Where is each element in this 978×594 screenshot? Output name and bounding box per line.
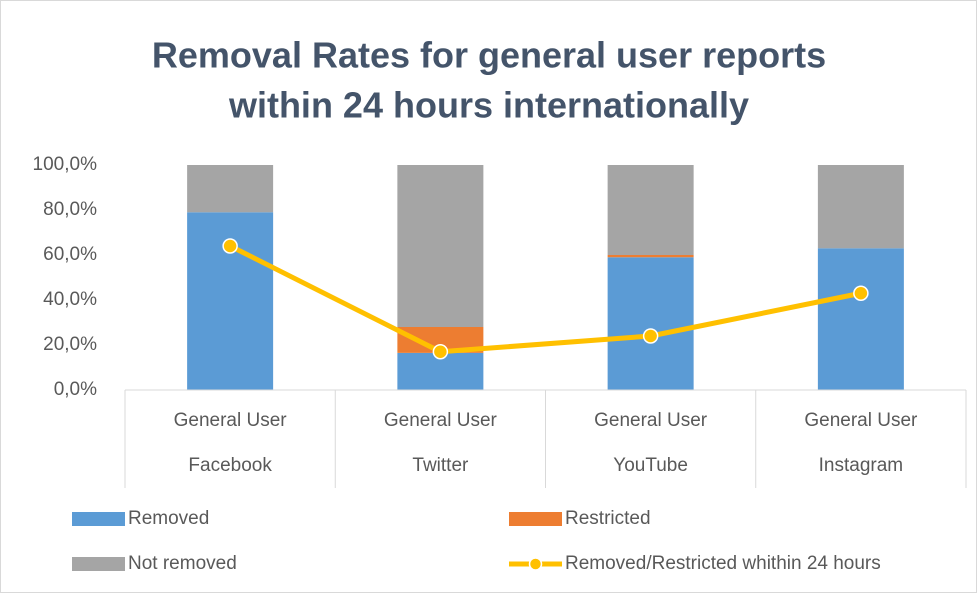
bar-segment bbox=[817, 165, 904, 249]
bar-segment bbox=[607, 165, 694, 255]
legend-label: Removed/Restricted whithin 24 hours bbox=[565, 553, 881, 574]
bar-segment bbox=[397, 165, 484, 327]
x-tick-label: Instagram bbox=[819, 455, 903, 476]
y-tick-label: 20,0% bbox=[43, 334, 97, 355]
x-tick-label: Twitter bbox=[412, 455, 469, 476]
y-tick-label: 60,0% bbox=[43, 244, 97, 265]
y-tick-label: 80,0% bbox=[43, 199, 97, 220]
legend-swatch bbox=[509, 512, 562, 526]
line-marker bbox=[853, 285, 869, 301]
bar-segment bbox=[817, 248, 904, 390]
line-marker bbox=[432, 344, 449, 360]
y-tick-label: 0,0% bbox=[54, 379, 97, 400]
legend-swatch bbox=[72, 512, 125, 526]
chart-title: within 24 hours internationally bbox=[228, 85, 749, 126]
bar-segment bbox=[187, 165, 274, 213]
x-tick-label: Facebook bbox=[188, 455, 272, 476]
y-tick-label: 40,0% bbox=[43, 289, 97, 310]
y-tick-label: 100,0% bbox=[33, 154, 98, 175]
legend-swatch bbox=[72, 557, 125, 571]
x-tick-label: General User bbox=[804, 410, 918, 431]
bar-segment bbox=[607, 255, 694, 258]
legend-label: Restricted bbox=[565, 508, 651, 529]
x-tick-label: General User bbox=[384, 410, 498, 431]
line-series bbox=[229, 243, 862, 355]
line-marker bbox=[222, 238, 238, 254]
x-tick-label: YouTube bbox=[613, 455, 688, 476]
legend-label: Not removed bbox=[128, 553, 237, 574]
legend-label: Removed bbox=[128, 508, 209, 529]
line-marker bbox=[642, 328, 659, 344]
x-tick-label: General User bbox=[174, 410, 288, 431]
chart-title: Removal Rates for general user reports bbox=[152, 35, 826, 76]
bar-segment bbox=[607, 257, 694, 390]
x-tick-label: General User bbox=[594, 410, 708, 431]
legend-swatch bbox=[528, 557, 543, 571]
